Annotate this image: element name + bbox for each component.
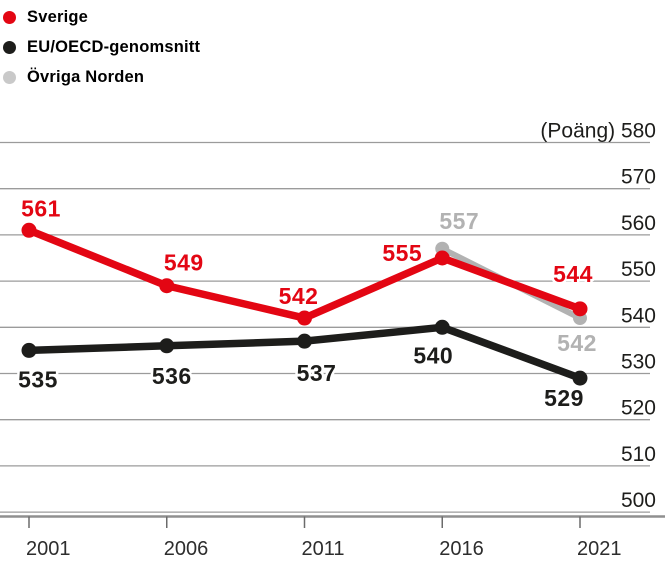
data-label-Sverige-2006: 549: [164, 250, 204, 276]
legend-label-eu-oecd: EU/OECD-genomsnitt: [27, 37, 201, 56]
data-label-EU/OECD-genomsnitt-2006: 536: [152, 363, 192, 389]
y-axis-label: 560: [621, 212, 656, 235]
data-label-Sverige-2011: 542: [279, 283, 319, 309]
legend-item-ovriga-norden: Övriga Norden: [3, 65, 200, 89]
legend-label-sverige: Sverige: [27, 7, 89, 26]
legend-item-sverige: Sverige: [3, 5, 200, 29]
ovriga-norden-dot-icon: [3, 70, 16, 84]
data-point-Sverige-2006: [159, 278, 175, 294]
data-label-EU/OECD-genomsnitt-2011: 537: [297, 360, 337, 386]
data-point-Sverige-2021: [572, 301, 588, 317]
legend: Sverige EU/OECD-genomsnitt Övriga Norden: [3, 5, 200, 89]
x-tick-label: 2001: [26, 538, 71, 560]
data-point-EU/OECD-genomsnitt-2011: [297, 333, 312, 349]
data-label-EU/OECD-genomsnitt-2001: 535: [18, 366, 58, 392]
x-tick-label: 2016: [439, 538, 484, 560]
data-point-Sverige-2001: [21, 222, 37, 238]
y-axis-label: 510: [621, 443, 656, 466]
y-axis-label: 520: [621, 397, 656, 420]
sverige-dot-icon: [3, 10, 16, 24]
eu-oecd-dot-icon: [3, 40, 16, 54]
data-point-Sverige-2016: [434, 250, 450, 266]
data-label-Sverige-2021: 544: [553, 261, 593, 287]
data-label-EU/OECD-genomsnitt-2021: 529: [544, 385, 584, 411]
data-point-Sverige-2011: [297, 310, 312, 326]
y-axis-label: 540: [621, 304, 656, 327]
data-label-Övriga Norden-2021: 542: [557, 330, 597, 356]
y-axis-label: 500: [621, 489, 656, 512]
y-axis-label: (Poäng) 580: [540, 120, 656, 143]
x-tick-label: 2011: [302, 538, 345, 560]
data-point-EU/OECD-genomsnitt-2001: [21, 342, 37, 358]
data-label-Övriga Norden-2016: 557: [439, 208, 479, 234]
legend-label-ovriga-norden: Övriga Norden: [27, 67, 145, 86]
x-tick-label: 2006: [164, 538, 209, 560]
legend-item-eu-oecd: EU/OECD-genomsnitt: [3, 35, 200, 59]
x-tick-label: 2021: [577, 538, 622, 560]
data-point-EU/OECD-genomsnitt-2016: [434, 319, 450, 335]
data-label-Sverige-2001: 561: [21, 195, 61, 221]
data-label-EU/OECD-genomsnitt-2016: 540: [413, 342, 453, 368]
data-point-EU/OECD-genomsnitt-2021: [572, 370, 588, 386]
y-axis-label: 530: [621, 351, 656, 374]
y-axis-label: 570: [621, 166, 656, 189]
y-axis-label: 550: [621, 258, 656, 281]
data-label-Sverige-2016: 555: [382, 240, 422, 266]
data-point-EU/OECD-genomsnitt-2006: [159, 338, 175, 354]
